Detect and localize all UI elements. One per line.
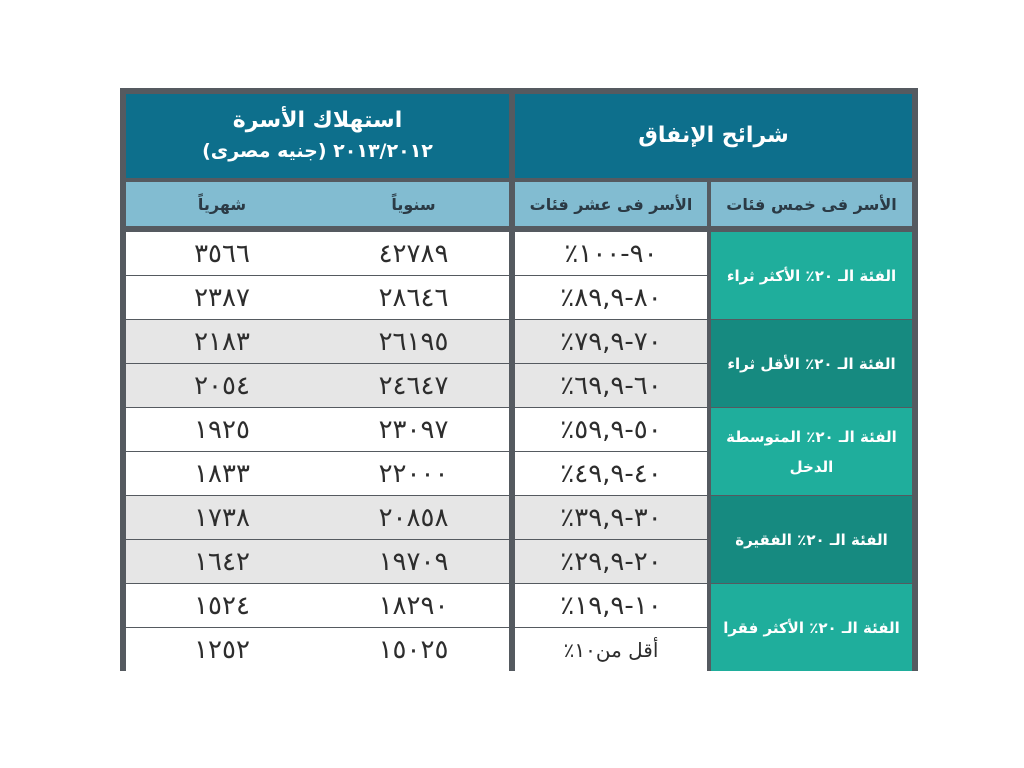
quintile-group-cell: الفئة الـ ٢٠٪ الأكثر ثراء	[711, 232, 912, 319]
table-cell-decile: ٤٠-٤٩,٩٪	[515, 452, 707, 495]
table-cell-yearly: ١٨٢٩٠	[318, 584, 509, 627]
table-cell-yearly: ٢٣٠٩٧	[318, 408, 509, 451]
cell-value: ٥٠-٥٩,٩٪	[560, 414, 662, 445]
cell-value: ٢٠٥٤	[194, 370, 250, 401]
table-cell-monthly: ١٢٥٢	[126, 628, 318, 671]
quintile-group-label: الفئة الـ ٢٠٪ الأكثر ثراء	[726, 266, 897, 285]
cell-value: ١٨٣٣	[194, 458, 250, 489]
quintile-group-cell: الفئة الـ ٢٠٪ الأقل ثراء	[711, 320, 912, 407]
table-cell-yearly: ٢٢٠٠٠	[318, 452, 509, 495]
cell-value: ١٦٤٢	[194, 546, 250, 577]
cell-value: ١٥٢٤	[194, 590, 250, 621]
spending-title: شرائح الإنفاق	[638, 123, 789, 148]
cell-value: ٣٠-٣٩,٩٪	[560, 502, 662, 533]
monthly-label: شهرياً	[197, 194, 247, 214]
cell-value: ١٢٥٢	[194, 634, 250, 665]
table-cell-monthly: ١٧٣٨	[126, 496, 318, 539]
table-cell-yearly: ٢٠٨٥٨	[318, 496, 509, 539]
table-cell-decile: ١٠-١٩,٩٪	[515, 584, 707, 627]
quintile-group-label: الفئة الـ ٢٠٪ المتوسطة الدخل	[726, 427, 897, 476]
cell-value: ٢٢٠٠٠	[378, 458, 449, 489]
table-cell-monthly: ٢٠٥٤	[126, 364, 318, 407]
cell-value: ٢٣٠٩٧	[378, 414, 449, 445]
cell-value: ١٧٣٨	[194, 502, 250, 533]
quintile-group-label: الفئة الـ ٢٠٪ الفقيرة	[735, 530, 888, 549]
table-cell-yearly: ٢٨٦٤٦	[318, 276, 509, 319]
table-cell-decile: ٢٠-٢٩,٩٪	[515, 540, 707, 583]
cell-value: ٢٦١٩٥	[378, 326, 449, 357]
table-cell-decile: ٨٠-٨٩,٩٪	[515, 276, 707, 319]
table-cell-decile: ٧٠-٧٩,٩٪	[515, 320, 707, 363]
cell-value: ٧٠-٧٩,٩٪	[560, 326, 662, 357]
consumption-title: استهلاك الأسرة	[232, 108, 403, 133]
table-cell-monthly: ١٥٢٤	[126, 584, 318, 627]
table-cell-decile: أقل من١٠٪	[515, 628, 707, 671]
cell-value: ٨٠-٨٩,٩٪	[560, 282, 662, 313]
yearly-header: سنوياً	[318, 182, 509, 226]
cell-value: ٢٨٦٤٦	[378, 282, 449, 313]
consumption-subtitle: ٢٠١٣/٢٠١٢ (جنيه مصرى)	[202, 140, 433, 162]
quintile-group-cell: الفئة الـ ٢٠٪ الأكثر فقرا	[711, 584, 912, 671]
cell-value: ٢١٨٣	[194, 326, 250, 357]
consumption-header: استهلاك الأسرة ٢٠١٣/٢٠١٢ (جنيه مصرى)	[126, 94, 509, 178]
cell-value: ٢٠٨٥٨	[378, 502, 449, 533]
table-cell-decile: ٦٠-٦٩,٩٪	[515, 364, 707, 407]
cell-value: ٢٤٦٤٧	[378, 370, 449, 401]
household-consumption-table: استهلاك الأسرة ٢٠١٣/٢٠١٢ (جنيه مصرى) شرا…	[120, 88, 918, 671]
table-cell-yearly: ١٩٧٠٩	[318, 540, 509, 583]
cell-value: ٦٠-٦٩,٩٪	[560, 370, 662, 401]
quintile-group-label: الفئة الـ ٢٠٪ الأكثر فقرا	[723, 618, 900, 637]
table-cell-monthly: ١٨٣٣	[126, 452, 318, 495]
table-cell-yearly: ١٥٠٢٥	[318, 628, 509, 671]
table-cell-yearly: ٢٤٦٤٧	[318, 364, 509, 407]
table-cell-monthly: ١٩٢٥	[126, 408, 318, 451]
table-cell-decile: ٣٠-٣٩,٩٪	[515, 496, 707, 539]
quintiles-label: الأسر فى خمس فئات	[726, 194, 897, 214]
cell-value: ١٩٢٥	[194, 414, 250, 445]
table-cell-yearly: ٢٦١٩٥	[318, 320, 509, 363]
cell-value: ٢٠-٢٩,٩٪	[560, 546, 662, 577]
quintile-group-label: الفئة الـ ٢٠٪ الأقل ثراء	[727, 354, 896, 373]
table-cell-monthly: ١٦٤٢	[126, 540, 318, 583]
cell-value: ٢٣٨٧	[194, 282, 250, 313]
cell-value: ٤٠-٤٩,٩٪	[560, 458, 662, 489]
quintile-group-cell: الفئة الـ ٢٠٪ المتوسطة الدخل	[711, 408, 912, 495]
quintile-group-cell: الفئة الـ ٢٠٪ الفقيرة	[711, 496, 912, 583]
table-cell-monthly: ٢١٨٣	[126, 320, 318, 363]
quintiles-header: الأسر فى خمس فئات	[711, 182, 912, 226]
cell-value: ١٨٢٩٠	[378, 590, 449, 621]
table-cell-monthly: ٣٥٦٦	[126, 232, 318, 275]
cell-value: ٩٠-١٠٠٪	[564, 238, 658, 269]
cell-value: ١٥٠٢٥	[378, 634, 449, 665]
cell-value: ١٠-١٩,٩٪	[560, 590, 662, 621]
cell-value: أقل من١٠٪	[563, 637, 659, 662]
monthly-header: شهرياً	[126, 182, 318, 226]
table-cell-yearly: ٤٢٧٨٩	[318, 232, 509, 275]
cell-value: ٤٢٧٨٩	[378, 238, 449, 269]
deciles-label: الأسر فى عشر فئات	[529, 194, 693, 214]
table-cell-monthly: ٢٣٨٧	[126, 276, 318, 319]
yearly-label: سنوياً	[391, 194, 436, 214]
table-cell-decile: ٥٠-٥٩,٩٪	[515, 408, 707, 451]
spending-header: شرائح الإنفاق	[515, 94, 912, 178]
deciles-header: الأسر فى عشر فئات	[515, 182, 707, 226]
cell-value: ١٩٧٠٩	[378, 546, 449, 577]
cell-value: ٣٥٦٦	[194, 238, 250, 269]
table-cell-decile: ٩٠-١٠٠٪	[515, 232, 707, 275]
